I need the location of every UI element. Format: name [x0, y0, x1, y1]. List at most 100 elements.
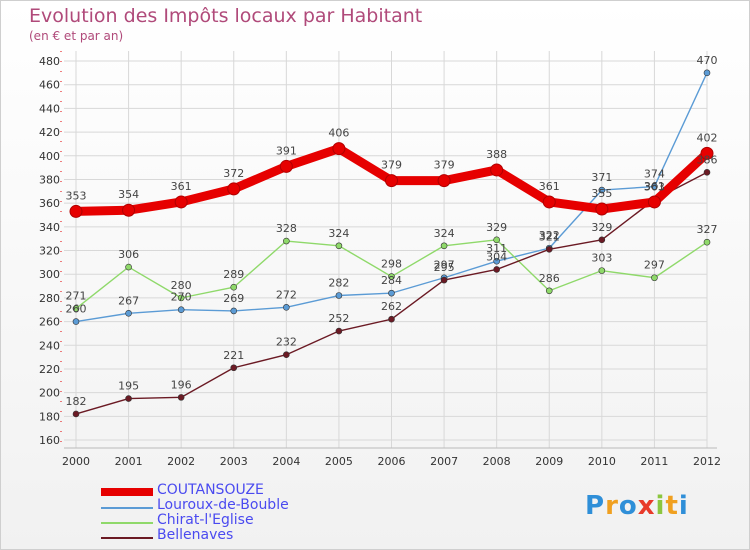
data-label-coutansouze-2005: 406 — [328, 127, 349, 140]
y-tick-label-280: 280 — [39, 292, 60, 305]
data-label-chirat-l-eglise-2011: 297 — [644, 259, 665, 272]
logo-letter-4: i — [655, 491, 666, 521]
data-label-louroux-de-bouble-2012: 470 — [697, 54, 718, 67]
data-point-coutansouze-2012 — [700, 146, 714, 160]
data-point-bellenaves-2009 — [545, 246, 553, 253]
data-label-bellenaves-2002: 196 — [171, 378, 192, 391]
data-label-louroux-de-bouble-2005: 282 — [328, 277, 349, 290]
data-label-coutansouze-2006: 379 — [381, 159, 402, 172]
data-label-coutansouze-2002: 361 — [171, 180, 192, 193]
data-label-louroux-de-bouble-2010: 371 — [591, 171, 612, 184]
logo-letter-0: P — [585, 491, 606, 521]
data-label-chirat-l-eglise-2007: 324 — [434, 227, 455, 240]
data-point-coutansouze-2004 — [279, 159, 293, 173]
data-point-coutansouze-2002 — [174, 195, 188, 209]
y-tick-label-400: 400 — [39, 150, 60, 163]
data-label-louroux-de-bouble-2001: 267 — [118, 294, 139, 307]
logo-letter-1: r — [605, 491, 619, 521]
data-point-coutansouze-2001 — [122, 203, 136, 217]
data-label-louroux-de-bouble-2006: 284 — [381, 274, 402, 287]
data-label-coutansouze-2001: 354 — [118, 188, 139, 201]
data-label-layer: 353 354 361 372 391 406 379 379 388 361 355 361 402 2… — [66, 54, 718, 408]
data-point-bellenaves-2007 — [440, 276, 448, 284]
legend-label-coutansouze: COUTANSOUZE — [157, 482, 264, 498]
data-label-chirat-l-eglise-2002: 280 — [171, 279, 192, 292]
data-point-coutansouze-2011 — [647, 195, 661, 209]
y-tick-label-420: 420 — [39, 126, 60, 139]
data-label-chirat-l-eglise-2004: 328 — [276, 222, 297, 235]
data-point-chirat-l-eglise-2008 — [493, 236, 500, 244]
data-point-bellenaves-2006 — [388, 315, 395, 323]
data-point-coutansouze-2010 — [595, 202, 609, 216]
data-point-coutansouze-2005 — [332, 142, 346, 156]
data-point-bellenaves-2001 — [125, 395, 132, 402]
x-tick-label-2008: 2008 — [483, 455, 511, 468]
data-point-bellenaves-2008 — [493, 266, 500, 273]
data-label-louroux-de-bouble-2003: 269 — [223, 292, 244, 305]
logo-letter-3: x — [637, 491, 656, 521]
data-point-chirat-l-eglise-2007 — [440, 242, 448, 250]
data-label-chirat-l-eglise-2012: 327 — [697, 223, 718, 236]
data-label-chirat-l-eglise-2005: 324 — [328, 227, 349, 240]
y-tick-label-300: 300 — [39, 268, 60, 281]
data-label-bellenaves-2009: 321 — [539, 230, 560, 243]
data-label-chirat-l-eglise-2006: 298 — [381, 258, 402, 271]
data-label-coutansouze-2000: 353 — [66, 189, 87, 202]
data-point-chirat-l-eglise-2005 — [335, 242, 343, 250]
data-label-coutansouze-2004: 391 — [276, 144, 297, 157]
y-tick-label-260: 260 — [39, 316, 60, 329]
x-tick-label-2006: 2006 — [378, 455, 406, 468]
data-point-chirat-l-eglise-2011 — [651, 274, 658, 282]
y-tick-label-220: 220 — [39, 363, 60, 376]
data-point-louroux-de-bouble-2012 — [703, 69, 711, 77]
legend-swatch-louroux-de-bouble — [101, 507, 153, 509]
data-point-chirat-l-eglise-2010 — [598, 267, 606, 274]
data-point-coutansouze-2000 — [69, 204, 83, 218]
data-point-louroux-de-bouble-2006 — [388, 289, 395, 297]
data-label-louroux-de-bouble-2002: 270 — [171, 291, 192, 304]
data-label-bellenaves-2005: 252 — [328, 312, 349, 325]
data-point-louroux-de-bouble-2002 — [177, 306, 185, 314]
data-point-bellenaves-2005 — [335, 327, 343, 335]
series-layer — [69, 69, 714, 418]
x-tick-label-2009: 2009 — [535, 455, 563, 468]
legend-swatch-chirat-l-eglise — [101, 522, 153, 524]
data-label-chirat-l-eglise-2010: 303 — [591, 252, 612, 265]
data-point-coutansouze-2009 — [542, 195, 556, 209]
y-tick-label-180: 180 — [39, 410, 60, 423]
data-label-louroux-de-bouble-2004: 272 — [276, 288, 297, 301]
data-label-louroux-de-bouble-2009: 322 — [539, 229, 560, 242]
x-tick-label-2003: 2003 — [220, 455, 248, 468]
data-point-louroux-de-bouble-2001 — [125, 309, 132, 317]
logo-letter-5: t — [665, 491, 679, 521]
y-tick-label-340: 340 — [39, 221, 60, 234]
data-point-louroux-de-bouble-2004 — [283, 304, 290, 311]
data-point-louroux-de-bouble-2000 — [72, 318, 80, 325]
chart-title: Evolution des Impôts locaux par Habitant — [29, 5, 423, 27]
data-point-bellenaves-2004 — [283, 351, 290, 359]
data-label-chirat-l-eglise-2009: 286 — [539, 272, 560, 285]
x-tick-label-2002: 2002 — [167, 455, 195, 468]
x-tick-label-2011: 2011 — [640, 455, 668, 468]
data-label-louroux-de-bouble-2007: 297 — [434, 259, 455, 272]
data-label-louroux-de-bouble-2011: 374 — [644, 168, 665, 181]
data-label-bellenaves-2011: 363 — [644, 181, 665, 194]
data-point-coutansouze-2007 — [437, 174, 451, 188]
data-point-coutansouze-2003 — [227, 182, 241, 196]
data-point-chirat-l-eglise-2000 — [72, 305, 80, 312]
data-point-louroux-de-bouble-2005 — [335, 292, 343, 299]
legend-label-chirat-l-eglise: Chirat-l'Eglise — [157, 512, 254, 528]
data-point-louroux-de-bouble-2008 — [493, 257, 500, 265]
data-point-chirat-l-eglise-2004 — [283, 237, 290, 245]
y-tick-label-360: 360 — [39, 197, 60, 210]
legend-label-louroux-de-bouble: Louroux-de-Bouble — [157, 497, 289, 513]
data-point-bellenaves-2000 — [72, 410, 80, 418]
y-tick-label-160: 160 — [39, 434, 60, 447]
data-label-coutansouze-2003: 372 — [223, 167, 244, 180]
data-label-coutansouze-2010: 355 — [591, 187, 612, 200]
data-label-bellenaves-2010: 329 — [591, 221, 612, 234]
data-label-chirat-l-eglise-2001: 306 — [118, 248, 139, 261]
data-label-chirat-l-eglise-2000: 271 — [66, 290, 87, 303]
data-label-bellenaves-2001: 195 — [118, 380, 139, 393]
